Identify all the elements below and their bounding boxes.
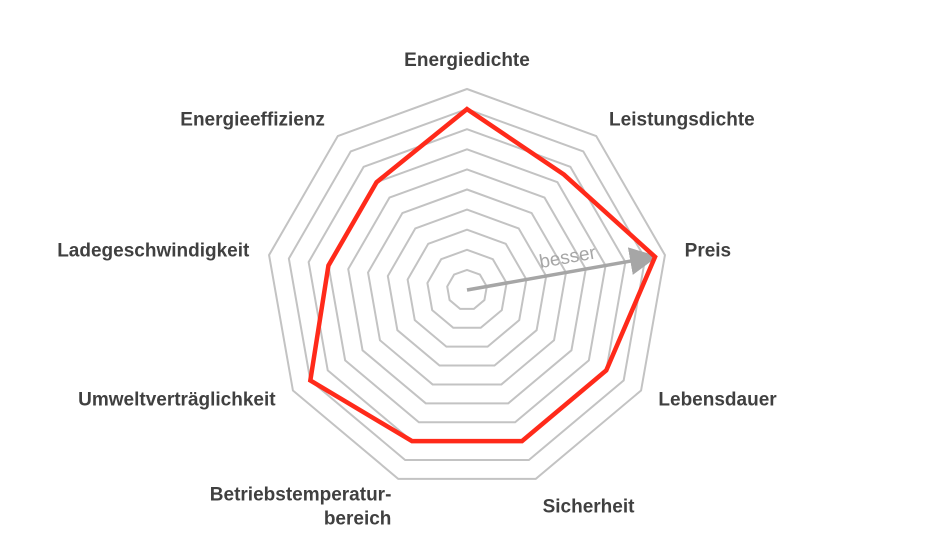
grid-ring (386, 208, 548, 367)
category-label: Ladegeschwindigkeit (57, 241, 250, 262)
direction-arrow (466, 247, 658, 292)
category-label: Betriebstemperatur-bereich (210, 485, 392, 530)
category-label: Lebensdauer (658, 390, 777, 411)
category-label: Leistungsdichte (609, 110, 755, 131)
grid-ring (268, 87, 666, 480)
grid-ring (366, 188, 568, 386)
grid-ring (287, 108, 647, 461)
category-label: Energiedichte (404, 50, 530, 71)
series-line (307, 106, 658, 444)
category-label: Sicherheit (543, 497, 636, 518)
category-label: Umweltverträglichkeit (78, 390, 276, 411)
grid-ring (347, 168, 587, 405)
category-label: Energieeffizienz (180, 110, 325, 131)
grid-ring (446, 268, 488, 310)
category-label: Preis (685, 241, 731, 262)
grid-ring (426, 248, 508, 329)
grid-ring (406, 228, 528, 348)
